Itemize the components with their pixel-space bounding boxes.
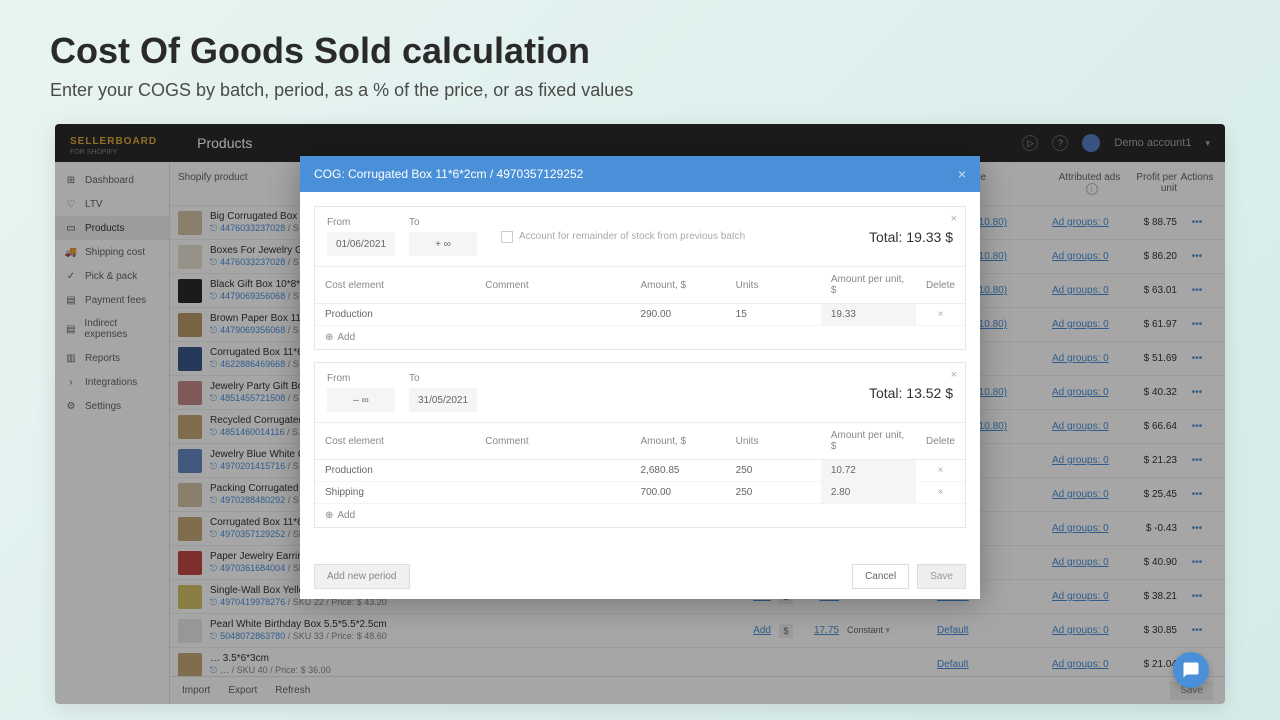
cost-comment[interactable]: [475, 304, 630, 326]
to-input[interactable]: [409, 232, 477, 256]
cog-modal: COG: Corrugated Box 11*6*2cm / 497035712…: [300, 156, 980, 599]
th-amount: Amount, $: [631, 267, 726, 304]
period-total: Total: 19.33 $: [869, 229, 953, 245]
cost-amount[interactable]: 2,680.85: [631, 460, 726, 482]
cost-units[interactable]: 250: [726, 482, 821, 504]
app-frame: SELLERBOARD FOR SHOPIFY Products ▷ ? Dem…: [55, 124, 1225, 704]
plus-icon: ⊕: [325, 510, 333, 521]
to-input[interactable]: [409, 388, 477, 412]
period-close-icon[interactable]: ×: [951, 213, 957, 225]
th-delete: Delete: [916, 267, 965, 304]
chat-icon[interactable]: [1173, 652, 1209, 688]
period-total: Total: 13.52 $: [869, 385, 953, 401]
th-per-unit: Amount per unit, $: [821, 267, 916, 304]
add-period-button[interactable]: Add new period: [314, 564, 410, 589]
th-amount: Amount, $: [631, 423, 726, 460]
from-label: From: [327, 373, 395, 384]
close-icon[interactable]: ×: [958, 166, 966, 182]
cancel-button[interactable]: Cancel: [852, 564, 909, 589]
cost-row: Production 2,680.85 250 10.72 ×: [315, 460, 965, 482]
page-title: Cost Of Goods Sold calculation: [50, 30, 1230, 72]
delete-row-icon[interactable]: ×: [938, 487, 944, 498]
cost-amount[interactable]: 700.00: [631, 482, 726, 504]
cost-per-unit: 19.33: [821, 304, 916, 326]
add-cost-row-button[interactable]: ⊕ Add: [325, 332, 355, 343]
cost-amount[interactable]: 290.00: [631, 304, 726, 326]
cost-per-unit: 2.80: [821, 482, 916, 504]
delete-row-icon[interactable]: ×: [938, 465, 944, 476]
period-close-icon[interactable]: ×: [951, 369, 957, 381]
th-units: Units: [726, 267, 821, 304]
add-cost-row-button[interactable]: ⊕ Add: [325, 510, 355, 521]
period-block: × From To Total: 13.52 $ Cost element Co…: [314, 362, 966, 528]
period-block: × From To Account for remainder of stock…: [314, 206, 966, 350]
plus-icon: ⊕: [325, 332, 333, 343]
cost-element: Production: [315, 304, 475, 326]
cost-element: Production: [315, 460, 475, 482]
from-input[interactable]: [327, 232, 395, 256]
th-units: Units: [726, 423, 821, 460]
page-subtitle: Enter your COGS by batch, period, as a %…: [50, 80, 1230, 101]
th-per-unit: Amount per unit, $: [821, 423, 916, 460]
modal-header: COG: Corrugated Box 11*6*2cm / 497035712…: [300, 156, 980, 192]
delete-row-icon[interactable]: ×: [938, 309, 944, 320]
from-label: From: [327, 217, 395, 228]
modal-title: COG: Corrugated Box 11*6*2cm / 497035712…: [314, 167, 583, 181]
cost-units[interactable]: 15: [726, 304, 821, 326]
th-comment: Comment: [475, 267, 630, 304]
cost-row: Production 290.00 15 19.33 ×: [315, 304, 965, 326]
cost-row: Shipping 700.00 250 2.80 ×: [315, 482, 965, 504]
th-comment: Comment: [475, 423, 630, 460]
cost-units[interactable]: 250: [726, 460, 821, 482]
from-input[interactable]: [327, 388, 395, 412]
to-label: To: [409, 217, 477, 228]
cost-per-unit: 10.72: [821, 460, 916, 482]
modal-overlay: COG: Corrugated Box 11*6*2cm / 497035712…: [55, 124, 1225, 704]
cost-comment[interactable]: [475, 460, 630, 482]
cost-element: Shipping: [315, 482, 475, 504]
cost-comment[interactable]: [475, 482, 630, 504]
th-delete: Delete: [916, 423, 965, 460]
th-cost-element: Cost element: [315, 423, 475, 460]
modal-save-button[interactable]: Save: [917, 564, 966, 589]
th-cost-element: Cost element: [315, 267, 475, 304]
remainder-label: Account for remainder of stock from prev…: [519, 231, 745, 242]
remainder-checkbox[interactable]: [501, 231, 513, 243]
to-label: To: [409, 373, 477, 384]
